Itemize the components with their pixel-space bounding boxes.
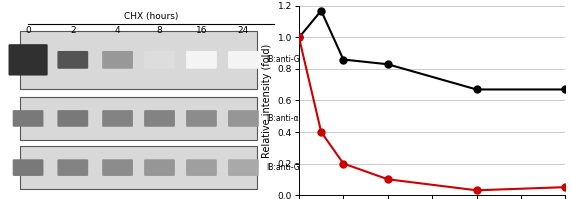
FancyBboxPatch shape <box>58 110 88 127</box>
FancyBboxPatch shape <box>19 146 258 189</box>
FancyBboxPatch shape <box>102 51 133 69</box>
FancyBboxPatch shape <box>102 110 133 127</box>
Text: 0: 0 <box>25 26 31 35</box>
FancyBboxPatch shape <box>228 51 259 69</box>
FancyBboxPatch shape <box>228 110 259 127</box>
FancyBboxPatch shape <box>186 159 217 176</box>
FancyBboxPatch shape <box>19 97 258 140</box>
FancyBboxPatch shape <box>186 110 217 127</box>
FancyBboxPatch shape <box>58 51 88 69</box>
Text: 8: 8 <box>156 26 162 35</box>
Text: 4: 4 <box>115 26 120 35</box>
Text: IB:anti-GPR151: IB:anti-GPR151 <box>266 55 324 64</box>
FancyBboxPatch shape <box>144 51 175 69</box>
Y-axis label: Relative intensity (fold): Relative intensity (fold) <box>262 43 272 158</box>
Text: 2: 2 <box>70 26 75 35</box>
Text: IB:anti-α-tub: IB:anti-α-tub <box>266 114 314 123</box>
FancyBboxPatch shape <box>58 159 88 176</box>
Text: CHX (hours): CHX (hours) <box>124 12 178 21</box>
FancyBboxPatch shape <box>9 44 47 76</box>
Text: 24: 24 <box>238 26 249 35</box>
FancyBboxPatch shape <box>186 51 217 69</box>
FancyBboxPatch shape <box>144 159 175 176</box>
FancyBboxPatch shape <box>144 110 175 127</box>
FancyBboxPatch shape <box>102 159 133 176</box>
FancyBboxPatch shape <box>19 31 258 89</box>
Text: 16: 16 <box>196 26 207 35</box>
FancyBboxPatch shape <box>228 159 259 176</box>
FancyBboxPatch shape <box>13 159 43 176</box>
Text: IB:anti-GAPDH: IB:anti-GAPDH <box>266 163 321 172</box>
FancyBboxPatch shape <box>13 110 43 127</box>
